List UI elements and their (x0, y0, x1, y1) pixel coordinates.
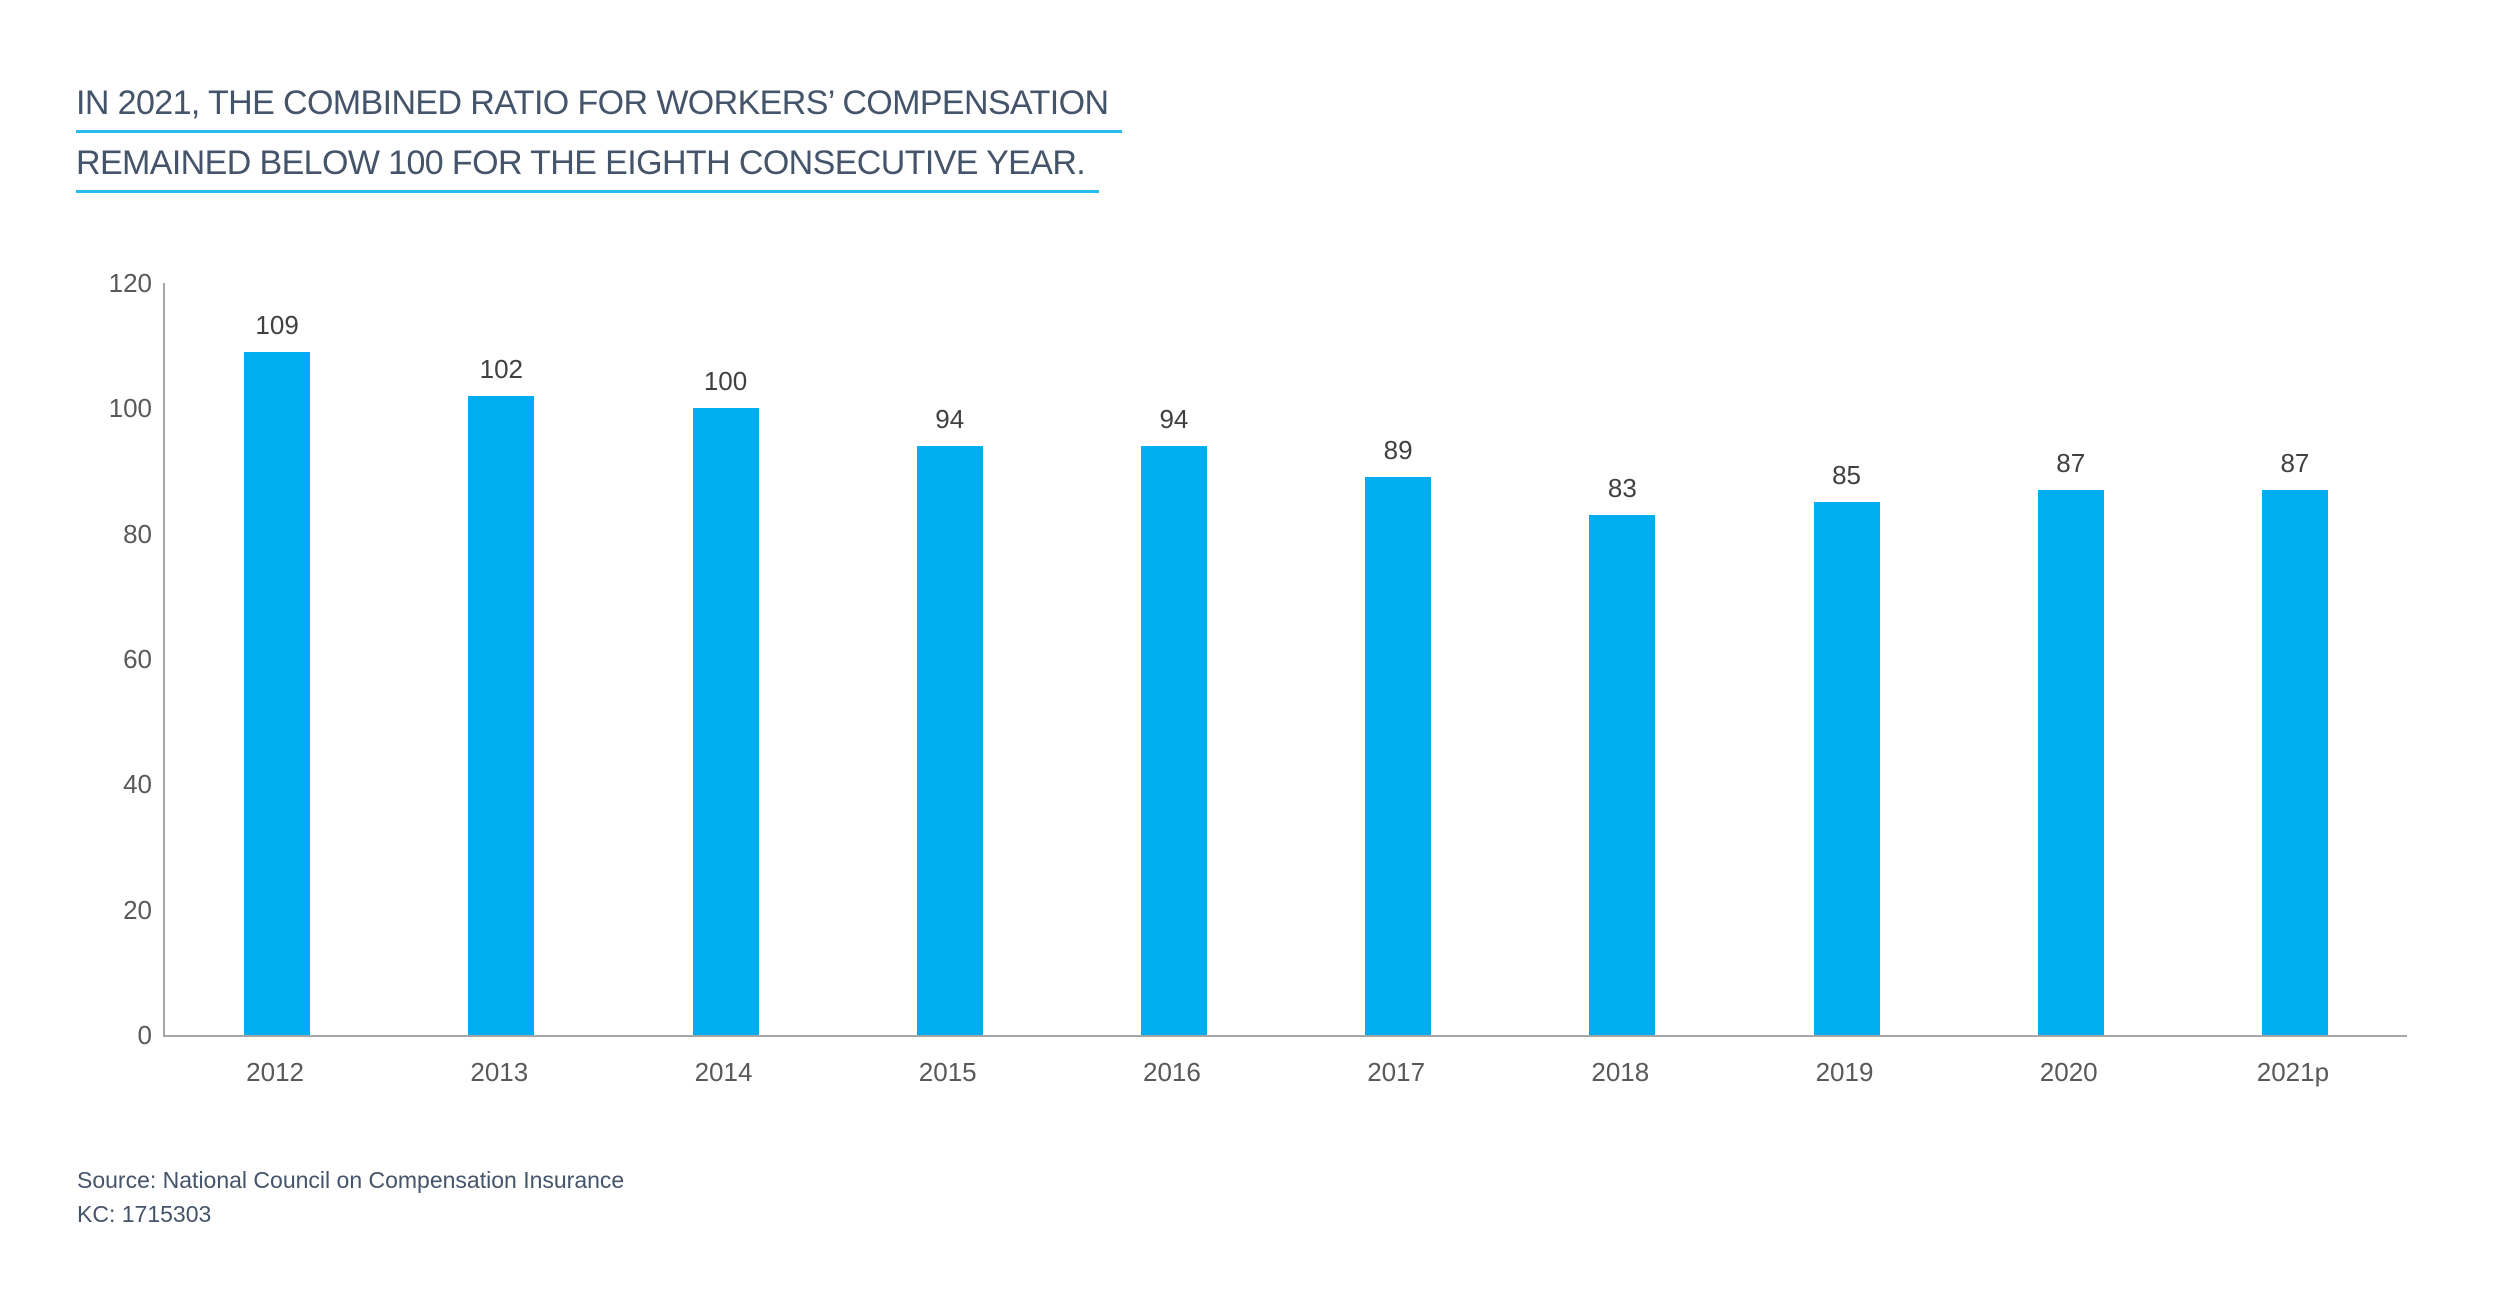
bar-value-label: 102 (479, 353, 523, 384)
chart-title-line1: IN 2021, THE COMBINED RATIO FOR WORKERS’… (76, 84, 1123, 133)
bar-value-label: 87 (2280, 447, 2310, 478)
bar-slot: 94 (838, 283, 1062, 1035)
x-axis-label: 2014 (694, 1057, 753, 1087)
x-axis-label: 2019 (1815, 1057, 1874, 1087)
bar-slot: 87 (1959, 283, 2183, 1035)
y-axis-label: 0 (137, 1020, 152, 1050)
bar-2020 (2037, 489, 2104, 1035)
x-axis-label: 2012 (246, 1057, 305, 1087)
bar-slot: 83 (1510, 283, 1734, 1035)
y-axis-label: 40 (123, 769, 152, 800)
bar-2019 (1813, 502, 1880, 1035)
bar-slot: 94 (1062, 283, 1286, 1035)
bar-value-label: 85 (1832, 460, 1861, 491)
y-axis-label: 20 (123, 894, 152, 925)
x-axis-label: 2016 (1142, 1057, 1201, 1087)
bar-slot: 87 (2183, 283, 2407, 1035)
bar-slot: 89 (1286, 283, 1510, 1035)
y-axis-tick-labels: 0 20 40 60 80 100 120 (40, 270, 152, 1048)
source-note: Source: National Council on Compensation… (77, 1163, 624, 1231)
bar-slot: 102 (389, 283, 613, 1035)
y-axis-label: 80 (123, 518, 152, 549)
bar-2018 (1589, 514, 1656, 1035)
kc-number: KC: 1715303 (77, 1201, 212, 1227)
x-axis-label: 2013 (470, 1057, 529, 1087)
x-axis-label: 2021p (2256, 1057, 2330, 1087)
x-axis-label: 2015 (918, 1057, 977, 1087)
bar-value-label: 94 (935, 403, 965, 434)
bar-value-label: 89 (1383, 435, 1413, 466)
bar-2013 (468, 395, 535, 1035)
bar-value-label: 94 (1159, 403, 1189, 434)
bar-2021p (2261, 489, 2328, 1035)
bar-value-label: 87 (2056, 447, 2086, 478)
bar-value-label: 100 (703, 366, 748, 397)
bar-slot: 85 (1734, 283, 1958, 1035)
bar-value-label: 83 (1607, 472, 1637, 503)
chart-title-line2: REMAINED BELOW 100 FOR THE EIGHTH CONSEC… (76, 144, 1100, 193)
y-axis-label: 120 (108, 268, 152, 298)
chart-title: IN 2021, THE COMBINED RATIO FOR WORKERS’… (76, 84, 1123, 204)
x-axis-label: 2017 (1367, 1057, 1426, 1087)
plot-area: 109 102 100 94 94 89 83 85 87 87 (163, 283, 2407, 1037)
bar-slot: 100 (613, 283, 837, 1035)
y-axis-label: 100 (108, 393, 152, 424)
bar-2015 (916, 445, 983, 1035)
y-axis-label: 60 (123, 644, 152, 674)
bar-2017 (1365, 477, 1432, 1035)
bar-2012 (244, 351, 311, 1035)
bar-value-label: 109 (255, 309, 299, 340)
x-axis-label: 2018 (1591, 1057, 1650, 1087)
source-line: Source: National Council on Compensation… (77, 1167, 625, 1193)
bar-slot: 109 (165, 283, 389, 1035)
x-axis-label: 2020 (2039, 1057, 2098, 1087)
x-axis-tick-labels: 2012 2013 2014 2015 2016 2017 2018 2019 2020 2021… (163, 1057, 2405, 1088)
bar-2016 (1140, 445, 1207, 1035)
bar-2014 (692, 408, 759, 1035)
